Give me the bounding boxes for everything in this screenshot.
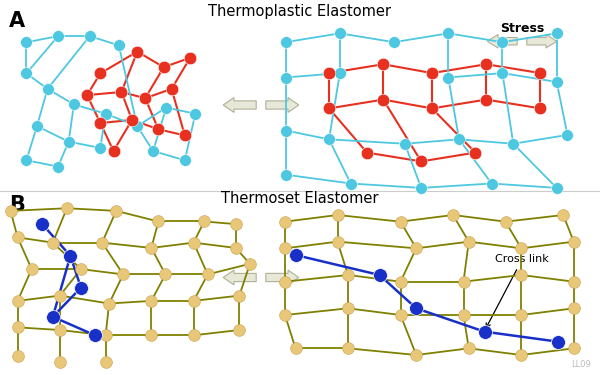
FancyArrow shape — [266, 98, 299, 112]
Text: Stress: Stress — [500, 22, 544, 34]
Text: Thermoplastic Elastomer: Thermoplastic Elastomer — [209, 4, 392, 19]
FancyArrow shape — [487, 34, 517, 48]
Text: Cross link: Cross link — [486, 255, 549, 328]
FancyArrow shape — [266, 270, 299, 285]
FancyArrow shape — [223, 270, 256, 285]
Text: B: B — [9, 195, 25, 215]
FancyArrow shape — [527, 34, 557, 48]
Text: LL09: LL09 — [571, 360, 591, 369]
FancyArrow shape — [223, 98, 256, 112]
Text: A: A — [9, 11, 25, 31]
Text: Thermoset Elastomer: Thermoset Elastomer — [221, 191, 379, 206]
